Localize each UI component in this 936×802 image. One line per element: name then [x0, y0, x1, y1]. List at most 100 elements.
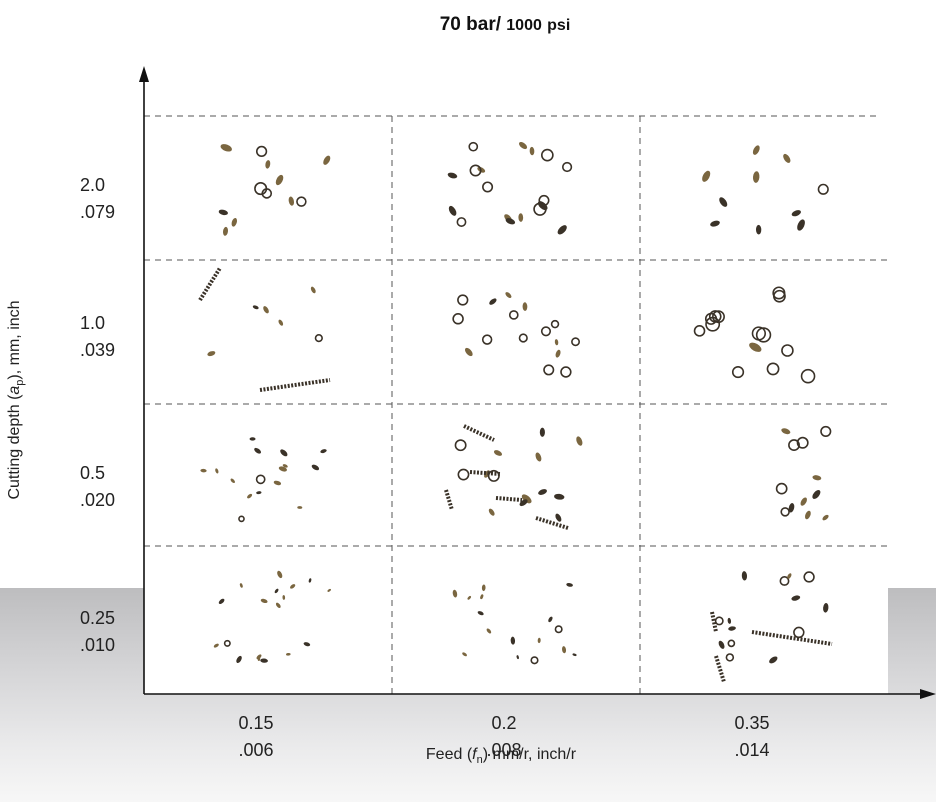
x-tick-inch: .006: [238, 740, 274, 760]
y-tick-4: 0.25 .010: [80, 605, 115, 659]
chip-samples: [198, 141, 833, 683]
x-label-var: f: [472, 746, 477, 763]
chip-r4-c3: [714, 616, 724, 626]
chip-r1-c1: [323, 155, 331, 165]
chip-r3-c2: [487, 469, 500, 482]
chip-r1-c1: [265, 160, 271, 169]
chip-r1-c2: [529, 146, 535, 156]
chip-r4-c3: [741, 571, 748, 581]
chip-r4-c1: [260, 658, 268, 663]
chip-r3-c1: [320, 449, 327, 454]
chip-r1-c1: [255, 145, 268, 158]
chip-r3-c1: [282, 464, 288, 468]
y-label-suffix: ), mm, inch: [6, 300, 23, 380]
chip-r4-c2: [562, 646, 567, 654]
chip-r4-c1: [290, 584, 296, 589]
chip-r4-c3: [791, 595, 801, 601]
x-tick-3: 0.35 .014: [692, 710, 812, 764]
chip-r4-c1: [286, 653, 291, 656]
chip-r2-c2: [555, 349, 561, 358]
chip-r1-c1: [275, 174, 284, 186]
chip-r3-c1: [200, 468, 207, 473]
chip-r2-c2: [489, 298, 497, 305]
long-chip-r3-c2-c: [444, 489, 454, 511]
chip-r4-c3: [725, 653, 735, 662]
chip-r4-c3: [728, 626, 736, 631]
chip-r3-c2: [457, 468, 470, 481]
chip-r4-c2: [554, 625, 563, 634]
chip-r3-c2: [576, 436, 583, 446]
y-tick-mm: 1.0: [80, 313, 106, 333]
chip-r4-c1: [282, 595, 286, 600]
chip-r1-c3: [755, 224, 762, 235]
chip-r2-c3: [755, 327, 772, 343]
chip-r3-c2: [555, 513, 562, 522]
chip-r3-c3: [780, 507, 790, 517]
chip-r4-c2: [537, 637, 541, 644]
chip-r1-c3: [752, 171, 760, 183]
y-axis-label: Cutting depth (ap), mm, inch: [6, 300, 26, 499]
chip-r1-c2: [538, 194, 550, 206]
axes: [143, 80, 926, 695]
chip-r4-c2: [572, 653, 577, 657]
chip-r4-c1: [308, 578, 312, 583]
y-axis-label-wrap: Cutting depth (ap), mm, inch: [4, 120, 28, 680]
chip-r3-c1: [278, 466, 287, 472]
chip-r4-c1: [277, 570, 283, 579]
chip-r3-c1: [254, 447, 261, 454]
chip-r2-c3: [800, 368, 816, 384]
y-tick-inch: .010: [80, 635, 116, 655]
x-tick-inch: .008: [486, 740, 522, 760]
y-tick-mm: 0.5: [80, 463, 106, 483]
chip-r4-c3: [727, 639, 736, 648]
y-tick-2: 1.0 .039: [80, 310, 115, 364]
chip-r3-c2: [521, 494, 532, 504]
chip-r4-c1: [257, 656, 261, 661]
chip-r4-c3: [769, 656, 778, 664]
chip-r3-c2: [535, 452, 542, 462]
chip-r4-c3: [823, 603, 829, 613]
chip-r4-c1: [213, 643, 219, 648]
x-label-suffix: ) mm/r, inch/r: [482, 746, 577, 763]
y-tick-inch: .079: [80, 202, 116, 222]
chip-r4-c1: [327, 588, 331, 592]
chip-r2-c1: [252, 305, 259, 310]
chip-r3-c3: [788, 439, 800, 452]
chip-r3-c2: [519, 499, 528, 507]
title-bar-unit: bar/: [466, 14, 501, 35]
chip-r1-c1: [231, 217, 238, 227]
chip-r3-c2: [538, 489, 547, 495]
y-tick-mm: 0.25: [80, 608, 116, 628]
long-chip-r3-c2-a: [463, 424, 495, 442]
chip-r2-c2: [518, 333, 528, 343]
x-tick-1: 0.15 .006: [196, 710, 316, 764]
chip-r2-c2: [571, 337, 581, 347]
chip-r4-c2: [467, 595, 472, 600]
chip-r1-c1: [218, 209, 228, 216]
y-tick-inch: .020: [80, 490, 116, 510]
chip-r4-c3: [727, 617, 732, 624]
chip-r4-c2: [462, 652, 467, 657]
chip-r3-c3: [796, 436, 809, 449]
chip-r3-c1: [249, 437, 256, 441]
chip-r1-c2: [456, 217, 467, 227]
chip-r4-c2: [510, 636, 516, 645]
chip-r2-c2: [457, 294, 469, 306]
chip-r1-c2: [482, 181, 494, 193]
chip-r1-c2: [469, 164, 482, 177]
y-label-prefix: Cutting depth (: [6, 394, 23, 500]
chip-r2-c2: [508, 310, 519, 320]
chip-r3-c1: [297, 506, 303, 509]
long-chip-r4-c3-c: [714, 655, 726, 683]
plot-area: [144, 100, 888, 694]
chip-r4-c3: [718, 640, 725, 649]
chip-r4-c2: [548, 616, 553, 623]
chip-r2-c2: [560, 366, 572, 378]
chip-r4-c3: [779, 575, 790, 586]
chip-r4-c1: [260, 598, 268, 604]
title-psi-value: 1000: [506, 17, 542, 34]
chip-r2-c3: [705, 316, 721, 332]
chip-r4-c1: [303, 642, 311, 647]
y-tick-1: 2.0 .079: [80, 172, 115, 226]
x-tick-2: 0.2 .008: [444, 710, 564, 764]
